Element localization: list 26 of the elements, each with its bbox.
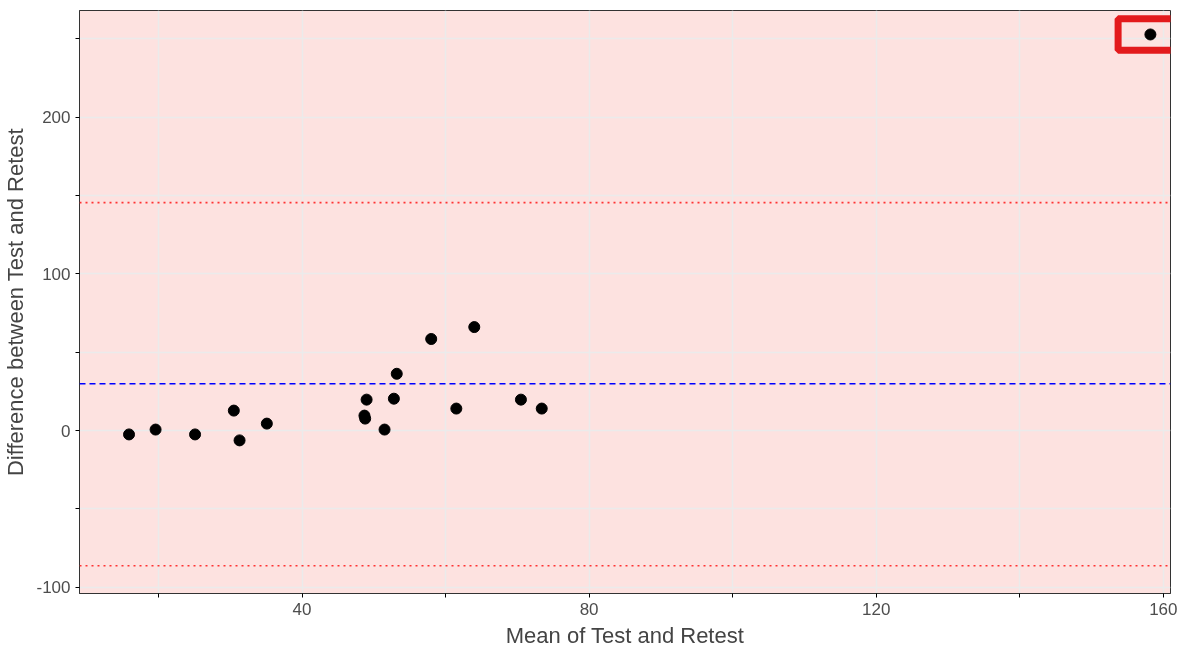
x-tick-label: 160 bbox=[1149, 599, 1178, 619]
x-axis-title: Mean of Test and Retest bbox=[505, 622, 744, 648]
point bbox=[123, 428, 136, 441]
point bbox=[535, 402, 548, 415]
point bbox=[450, 402, 463, 415]
point bbox=[360, 393, 373, 406]
point bbox=[189, 428, 202, 441]
point bbox=[233, 434, 246, 447]
y-tick-label: 0 bbox=[61, 421, 71, 441]
point bbox=[514, 393, 527, 406]
x-tick-label: 80 bbox=[579, 599, 599, 619]
y-tick-label: 100 bbox=[42, 264, 71, 284]
point bbox=[468, 321, 481, 334]
y-tick-label: -100 bbox=[36, 578, 71, 598]
x-tick-label: 40 bbox=[292, 599, 312, 619]
x-tick-label: 120 bbox=[862, 599, 891, 619]
point bbox=[387, 392, 400, 405]
point bbox=[390, 367, 403, 380]
point bbox=[378, 423, 391, 436]
point bbox=[227, 404, 240, 417]
point bbox=[1144, 28, 1157, 41]
y-axis-title: Difference between Test and Retest bbox=[3, 128, 29, 477]
point bbox=[425, 333, 438, 345]
point bbox=[149, 423, 162, 436]
point bbox=[260, 417, 273, 430]
y-tick-label: 200 bbox=[42, 108, 71, 128]
